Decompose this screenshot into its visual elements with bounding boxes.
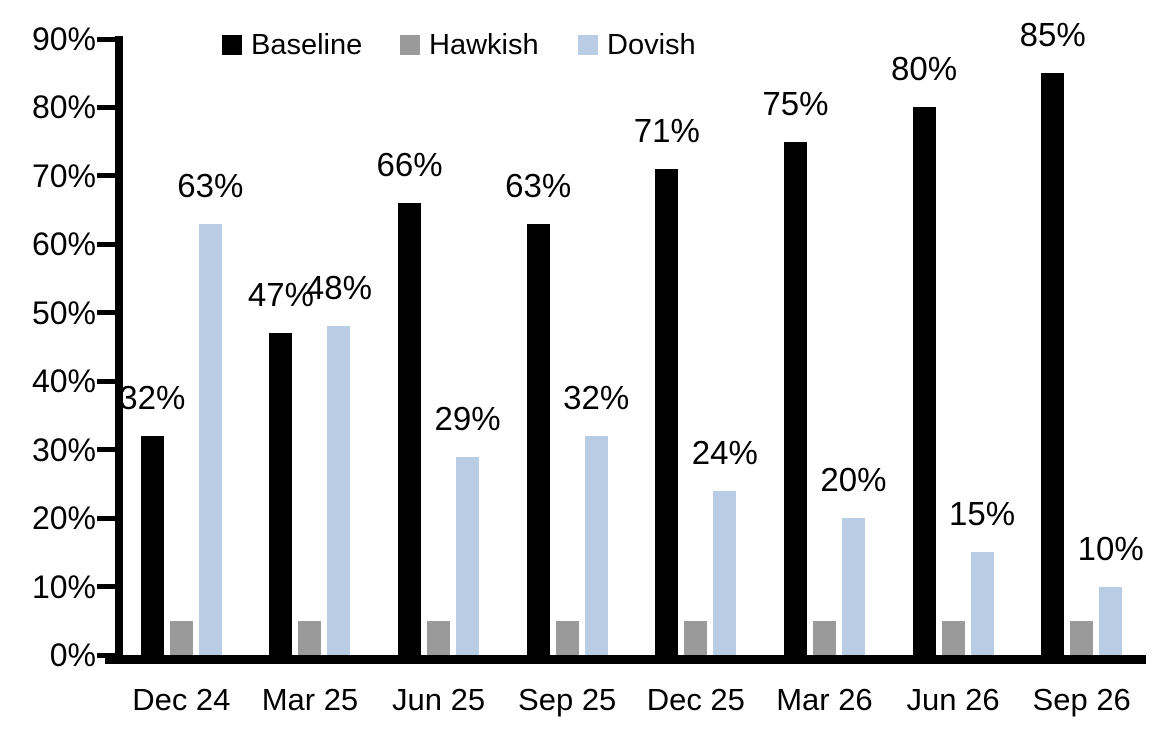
legend-label-dovish: Dovish bbox=[607, 29, 696, 61]
y-tick-label: 10% bbox=[31, 568, 96, 605]
data-label-baseline: 66% bbox=[376, 146, 443, 184]
bar-hawkish bbox=[169, 620, 193, 655]
y-axis-tick bbox=[97, 241, 115, 247]
baseline-swatch-icon bbox=[222, 35, 242, 55]
y-tick-label: 20% bbox=[31, 500, 96, 537]
legend-item-dovish: Dovish bbox=[578, 27, 696, 63]
bar-dovish bbox=[713, 490, 737, 655]
bar-dovish bbox=[970, 552, 994, 655]
y-tick-label: 50% bbox=[31, 294, 96, 331]
y-axis-tick bbox=[97, 378, 115, 384]
x-axis-line bbox=[105, 655, 1146, 664]
data-label-baseline: 47% bbox=[247, 276, 314, 314]
data-label-baseline: 80% bbox=[891, 50, 958, 88]
y-axis-tick bbox=[97, 173, 115, 179]
data-label-baseline: 85% bbox=[1019, 16, 1086, 54]
bar-baseline bbox=[269, 333, 293, 655]
bar-baseline bbox=[912, 107, 936, 655]
bar-dovish bbox=[841, 518, 865, 655]
data-label-baseline: 32% bbox=[119, 378, 186, 416]
x-tick-label: Dec 24 bbox=[132, 682, 231, 717]
data-label-baseline: 75% bbox=[762, 84, 829, 122]
data-label-dovish: 20% bbox=[820, 461, 887, 499]
hawkish-swatch-icon bbox=[400, 35, 420, 55]
y-tick-label: 80% bbox=[31, 89, 96, 126]
legend-item-baseline: Baseline bbox=[222, 27, 362, 63]
y-tick-label: 90% bbox=[31, 21, 96, 57]
bar-hawkish bbox=[1070, 620, 1094, 655]
y-axis-tick bbox=[97, 584, 115, 590]
y-axis-line bbox=[115, 36, 123, 664]
bar-hawkish bbox=[941, 620, 965, 655]
bar-dovish bbox=[1099, 586, 1123, 655]
bar-baseline bbox=[655, 169, 679, 655]
y-axis-tick bbox=[97, 447, 115, 453]
x-tick-label: Sep 26 bbox=[1032, 682, 1131, 717]
bar-hawkish bbox=[555, 620, 579, 655]
data-label-dovish: 10% bbox=[1077, 529, 1144, 567]
data-label-dovish: 48% bbox=[305, 269, 372, 307]
bar-hawkish bbox=[684, 620, 708, 655]
y-tick-label: 70% bbox=[31, 157, 96, 194]
data-label-baseline: 63% bbox=[505, 166, 572, 204]
x-tick-label: Jun 25 bbox=[392, 682, 486, 717]
bar-dovish bbox=[198, 223, 222, 655]
x-tick-label: Mar 26 bbox=[776, 682, 873, 717]
data-label-dovish: 15% bbox=[949, 495, 1016, 533]
y-tick-label: 0% bbox=[49, 637, 96, 673]
bar-baseline bbox=[783, 141, 807, 655]
bar-hawkish bbox=[298, 620, 322, 655]
y-tick-label: 30% bbox=[31, 431, 96, 468]
bar-dovish bbox=[456, 456, 480, 655]
legend-item-hawkish: Hawkish bbox=[400, 27, 539, 63]
bar-dovish bbox=[327, 326, 351, 655]
x-tick-label: Sep 25 bbox=[518, 682, 617, 717]
y-tick-label: 60% bbox=[31, 226, 96, 263]
bar-baseline bbox=[526, 223, 550, 655]
x-tick-label: Mar 25 bbox=[261, 682, 359, 717]
data-label-dovish: 24% bbox=[691, 433, 758, 471]
bar-baseline bbox=[398, 203, 422, 655]
dovish-swatch-icon bbox=[578, 35, 598, 55]
data-label-dovish: 32% bbox=[563, 378, 630, 416]
bar-hawkish bbox=[427, 620, 451, 655]
y-tick-label: 40% bbox=[31, 363, 96, 400]
bar-dovish bbox=[584, 435, 608, 655]
bar-baseline bbox=[1041, 73, 1065, 655]
bar-baseline bbox=[140, 435, 164, 655]
y-axis-tick bbox=[97, 104, 115, 110]
y-axis-tick bbox=[97, 310, 115, 316]
data-label-dovish: 63% bbox=[177, 166, 244, 204]
legend-label-hawkish: Hawkish bbox=[429, 29, 539, 61]
x-tick-label: Jun 26 bbox=[906, 682, 1000, 717]
data-label-baseline: 71% bbox=[633, 112, 700, 150]
data-label-dovish: 29% bbox=[434, 399, 501, 437]
bar-hawkish bbox=[812, 620, 836, 655]
y-axis-tick bbox=[97, 515, 115, 521]
y-axis-tick bbox=[97, 36, 115, 42]
x-tick-label: Dec 25 bbox=[646, 682, 745, 717]
legend-label-baseline: Baseline bbox=[251, 29, 363, 61]
